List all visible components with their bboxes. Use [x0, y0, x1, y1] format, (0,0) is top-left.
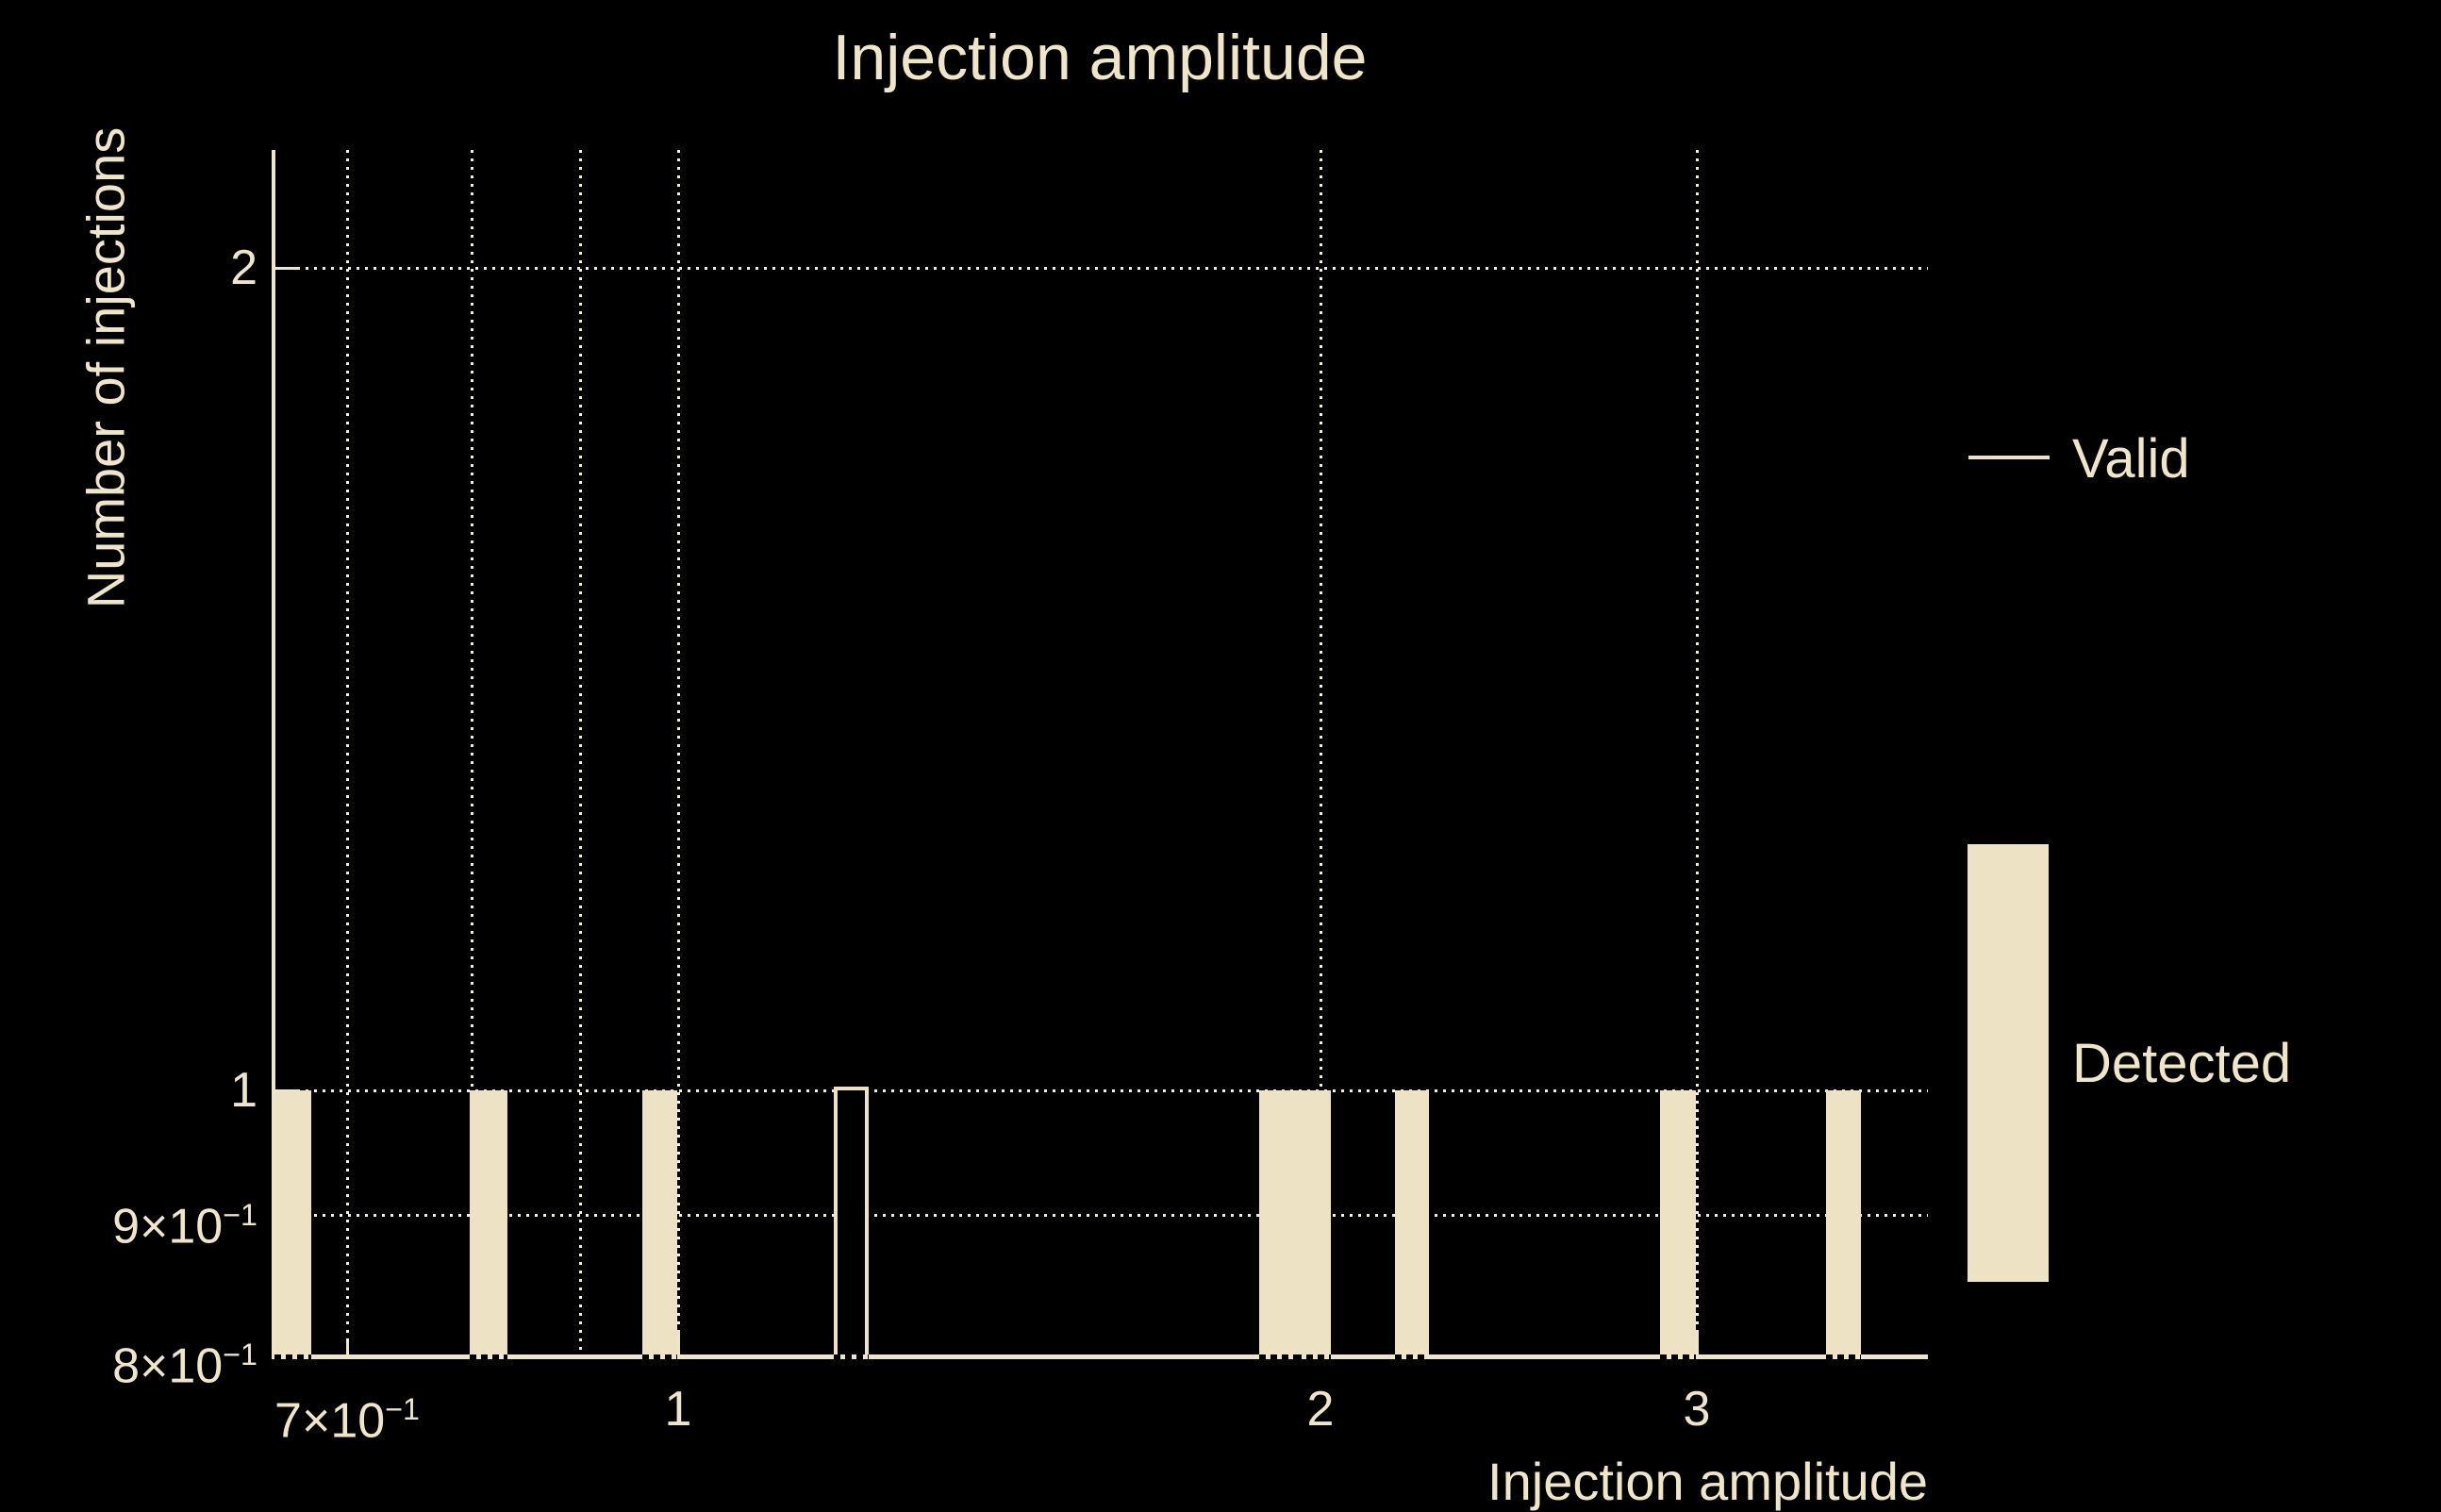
- x-tick-label-3: 3: [1683, 1382, 1711, 1437]
- detected-bar: [470, 1090, 507, 1354]
- x-gridline-3: [1696, 150, 1699, 1354]
- bar-bottom-dash: [1295, 1354, 1331, 1359]
- x-gridline-1: [677, 150, 680, 1354]
- bar-bottom-dash: [1259, 1354, 1295, 1359]
- detected-bar: [1395, 1090, 1429, 1354]
- detected-bar: [642, 1090, 677, 1354]
- x-tickmark-3: [1696, 1330, 1699, 1354]
- chart-title: Injection amplitude: [832, 22, 1368, 93]
- y-tick-label-1: 1: [230, 1063, 257, 1118]
- bar-bottom-dash: [1660, 1354, 1696, 1359]
- detected-bar: [274, 1090, 311, 1354]
- valid-line-swatch: [1968, 456, 2050, 459]
- bar-bottom-dash: [274, 1354, 311, 1359]
- y-tickmark-2: [275, 267, 300, 270]
- bar-bottom-dash: [642, 1354, 677, 1359]
- x-tickmark-1: [677, 1330, 680, 1354]
- x-gridline-0.7: [346, 150, 349, 1354]
- x-gridline-0.8: [471, 150, 473, 1354]
- y-tick-label-0.8: 8×10−1: [112, 1338, 257, 1394]
- detected-bar: [1295, 1090, 1331, 1354]
- x-axis-spine: [272, 1354, 1928, 1359]
- y-axis-spine: [272, 150, 275, 1359]
- bar-bottom-dash: [834, 1354, 869, 1359]
- bar-bottom-dash: [470, 1354, 507, 1359]
- legend-label-valid: Valid: [2072, 428, 2190, 490]
- detected-bar: [1826, 1090, 1861, 1354]
- x-tickmark-0.7: [346, 1341, 349, 1354]
- legend-label-detected: Detected: [2072, 1033, 2292, 1094]
- x-tick-label-2: 2: [1306, 1382, 1335, 1437]
- y-gridline-0.9: [272, 1214, 1928, 1217]
- x-tick-label-1: 1: [664, 1382, 692, 1437]
- detected-bar: [1259, 1090, 1295, 1354]
- bar-bottom-dash: [1826, 1354, 1861, 1359]
- y-gridline-1: [272, 1089, 1928, 1092]
- x-gridline-0.9: [579, 150, 582, 1354]
- detected-bar: [1660, 1090, 1696, 1354]
- detected-bar-swatch: [1968, 844, 2049, 1282]
- x-tick-label-0.7: 7×10−1: [274, 1392, 420, 1449]
- y-tick-label-2: 2: [230, 241, 257, 295]
- x-gridline-2: [1320, 150, 1322, 1354]
- y-tick-label-0.9: 9×10−1: [112, 1198, 257, 1254]
- valid-bar: [834, 1087, 869, 1354]
- bar-bottom-dash: [1395, 1354, 1429, 1359]
- x-axis-label: Injection amplitude: [1487, 1452, 1928, 1511]
- y-gridline-2: [272, 267, 1928, 270]
